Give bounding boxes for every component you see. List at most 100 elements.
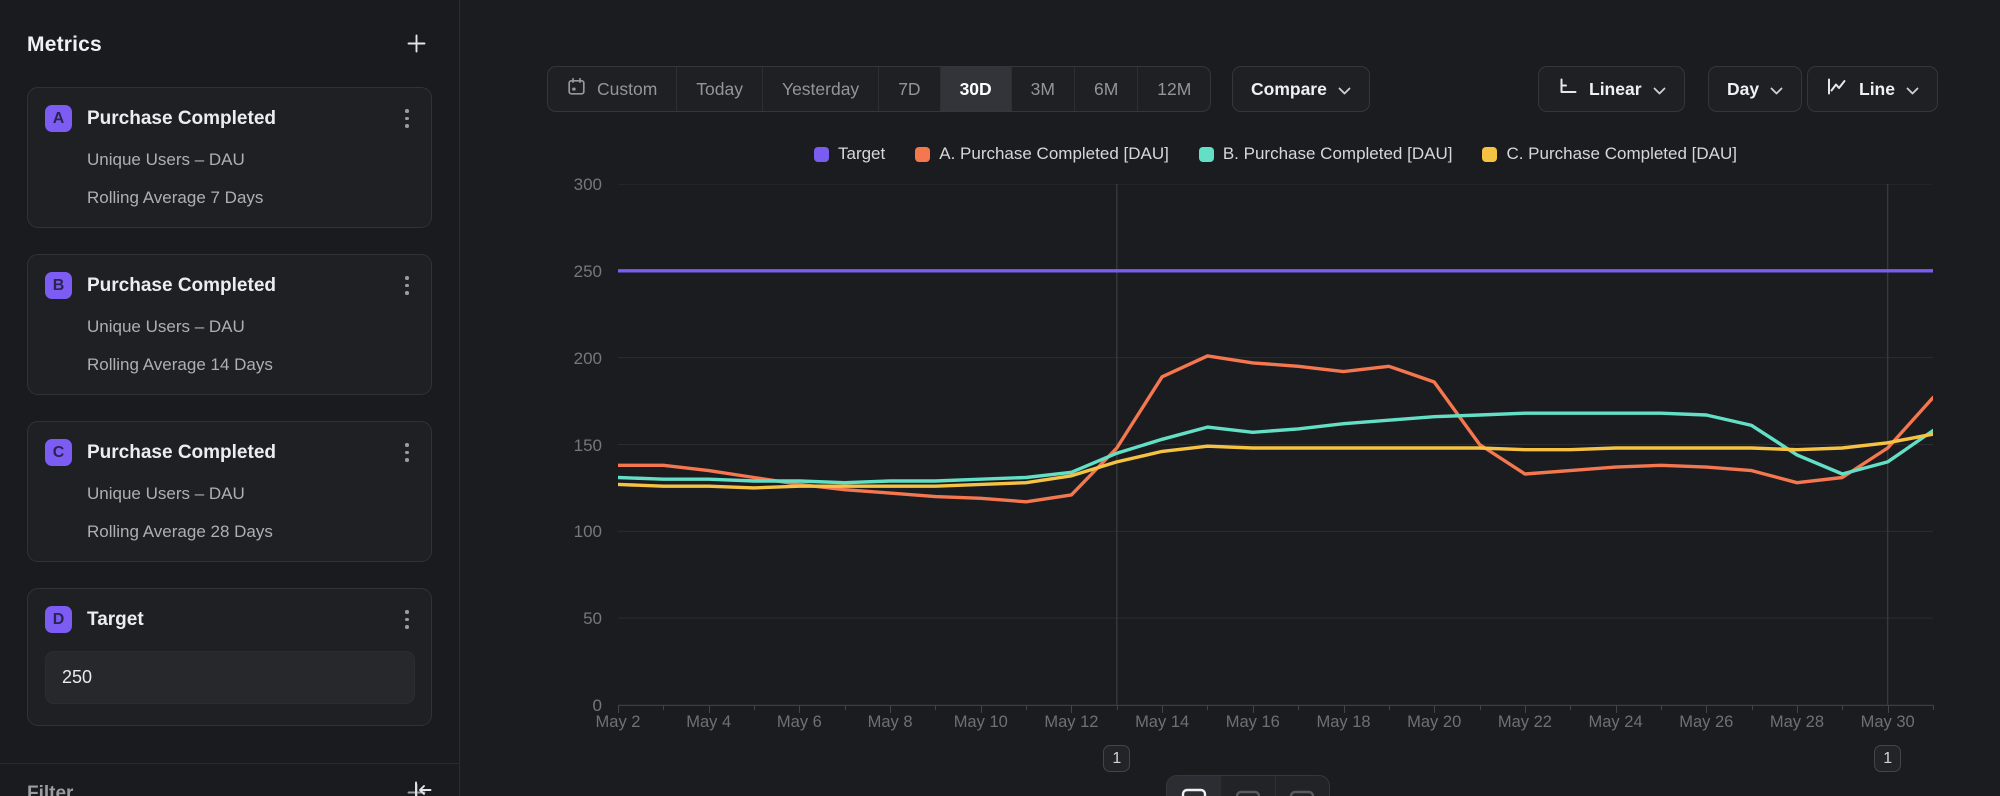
- range-label: 6M: [1094, 79, 1118, 100]
- legend-item-b[interactable]: B. Purchase Completed [DAU]: [1199, 144, 1453, 164]
- range-label: Yesterday: [782, 79, 859, 100]
- target-title: Target: [87, 609, 384, 631]
- legend-item-target[interactable]: Target: [814, 144, 885, 164]
- metric-card-b[interactable]: B Purchase Completed Unique Users – DAU …: [27, 254, 432, 395]
- x-tick-mark: [1933, 706, 1934, 710]
- range-custom-button[interactable]: Custom: [548, 67, 677, 111]
- metric-menu-button[interactable]: [399, 439, 415, 466]
- x-tick-mark: [1570, 706, 1571, 710]
- chevron-down-icon: [1653, 79, 1666, 100]
- metric-badge-d: D: [45, 606, 72, 633]
- target-card[interactable]: D Target: [27, 588, 432, 726]
- x-tick-mark: [663, 706, 664, 710]
- x-tick-label: May 20: [1389, 713, 1479, 732]
- scale-selector-button[interactable]: Linear: [1538, 66, 1685, 112]
- add-metric-button[interactable]: [401, 28, 432, 62]
- x-tick-mark: [709, 706, 710, 713]
- range-6m-button[interactable]: 6M: [1075, 67, 1138, 111]
- target-menu-button[interactable]: [399, 606, 415, 633]
- interval-selector-button[interactable]: Day: [1708, 66, 1802, 112]
- range-yesterday-button[interactable]: Yesterday: [763, 67, 879, 111]
- app-root: Metrics A Purchase Completed Unique User…: [0, 0, 2000, 796]
- range-30d-button[interactable]: 30D: [941, 67, 1012, 111]
- x-axis-line: [618, 705, 1934, 706]
- x-tick-mark: [1344, 706, 1345, 713]
- chart-panel: Custom Today Yesterday 7D 30D 3M 6M 12M …: [461, 0, 2000, 796]
- filter-section-title: Filter: [27, 783, 73, 796]
- x-tick-mark: [981, 706, 982, 713]
- chevron-down-icon: [1338, 79, 1351, 100]
- y-tick-label: 100: [574, 522, 602, 542]
- metric-badge-c: C: [45, 439, 72, 466]
- compare-label: Compare: [1251, 79, 1327, 100]
- x-tick-label: May 14: [1117, 713, 1207, 732]
- metric-transform: Rolling Average 14 Days: [87, 355, 415, 375]
- date-range-group: Custom Today Yesterday 7D 30D 3M 6M 12M: [547, 66, 1211, 112]
- line-chart-icon: [1826, 77, 1848, 101]
- compare-button[interactable]: Compare: [1232, 66, 1370, 112]
- x-tick-label: May 18: [1299, 713, 1389, 732]
- x-tick-mark: [845, 706, 846, 710]
- x-tick-mark: [1298, 706, 1299, 710]
- metrics-header: Metrics: [27, 30, 432, 60]
- legend-item-c[interactable]: C. Purchase Completed [DAU]: [1482, 144, 1737, 164]
- x-tick-mark: [1480, 706, 1481, 710]
- view-line-chart-button[interactable]: [1167, 776, 1221, 796]
- x-tick-mark: [618, 706, 619, 713]
- x-tick-label: May 30: [1843, 713, 1933, 732]
- scale-label: Linear: [1589, 79, 1642, 100]
- range-today-button[interactable]: Today: [677, 67, 763, 111]
- x-tick-label: May 16: [1208, 713, 1298, 732]
- x-tick-mark: [1434, 706, 1435, 713]
- annotation-badge[interactable]: 1: [1103, 745, 1130, 772]
- x-tick-label: May 10: [936, 713, 1026, 732]
- collapse-sidebar-button[interactable]: [411, 780, 435, 796]
- metric-measure: Unique Users – DAU: [87, 317, 415, 337]
- range-7d-button[interactable]: 7D: [879, 67, 940, 111]
- x-tick-label: May 2: [573, 713, 663, 732]
- x-tick-mark: [1888, 706, 1889, 713]
- x-tick-mark: [1207, 706, 1208, 710]
- x-tick-mark: [1616, 706, 1617, 713]
- view-bar-chart-button[interactable]: [1221, 776, 1275, 796]
- target-card-header: D Target: [45, 606, 415, 633]
- interval-label: Day: [1727, 79, 1759, 100]
- linear-axis-icon: [1557, 77, 1578, 101]
- x-tick-mark: [1842, 706, 1843, 710]
- series-line[interactable]: [618, 434, 1933, 488]
- chart-plot-area[interactable]: [618, 184, 1933, 705]
- line-chart-view-icon: [1181, 788, 1207, 796]
- legend-swatch: [1199, 147, 1214, 162]
- metric-title: Purchase Completed: [87, 275, 384, 297]
- legend-swatch: [814, 147, 829, 162]
- metric-badge-b: B: [45, 272, 72, 299]
- annotation-badge[interactable]: 1: [1874, 745, 1901, 772]
- collapse-left-icon: [411, 788, 435, 796]
- chart-type-selector-button[interactable]: Line: [1807, 66, 1938, 112]
- range-12m-button[interactable]: 12M: [1138, 67, 1210, 111]
- legend-item-a[interactable]: A. Purchase Completed [DAU]: [915, 144, 1169, 164]
- metric-card-c[interactable]: C Purchase Completed Unique Users – DAU …: [27, 421, 432, 562]
- legend-label: Target: [838, 144, 885, 164]
- metric-card-a[interactable]: A Purchase Completed Unique Users – DAU …: [27, 87, 432, 228]
- calendar-icon: [567, 77, 586, 101]
- table-view-button[interactable]: [1276, 776, 1329, 796]
- x-tick-mark: [1071, 706, 1072, 713]
- x-tick-label: May 4: [664, 713, 754, 732]
- metric-menu-button[interactable]: [399, 105, 415, 132]
- target-value-input[interactable]: [45, 651, 415, 704]
- metric-menu-button[interactable]: [399, 272, 415, 299]
- y-tick-label: 50: [583, 609, 602, 629]
- x-tick-mark: [1797, 706, 1798, 713]
- x-tick-mark: [890, 706, 891, 713]
- x-tick-mark: [1389, 706, 1390, 710]
- bar-chart-view-icon: [1235, 788, 1261, 796]
- range-label: Today: [696, 79, 743, 100]
- x-tick-label: May 22: [1480, 713, 1570, 732]
- x-tick-mark: [1253, 706, 1254, 713]
- range-3m-button[interactable]: 3M: [1012, 67, 1075, 111]
- metric-title: Purchase Completed: [87, 108, 384, 130]
- line-chart[interactable]: [618, 184, 1933, 705]
- x-tick-mark: [1706, 706, 1707, 713]
- range-label: Custom: [597, 79, 657, 100]
